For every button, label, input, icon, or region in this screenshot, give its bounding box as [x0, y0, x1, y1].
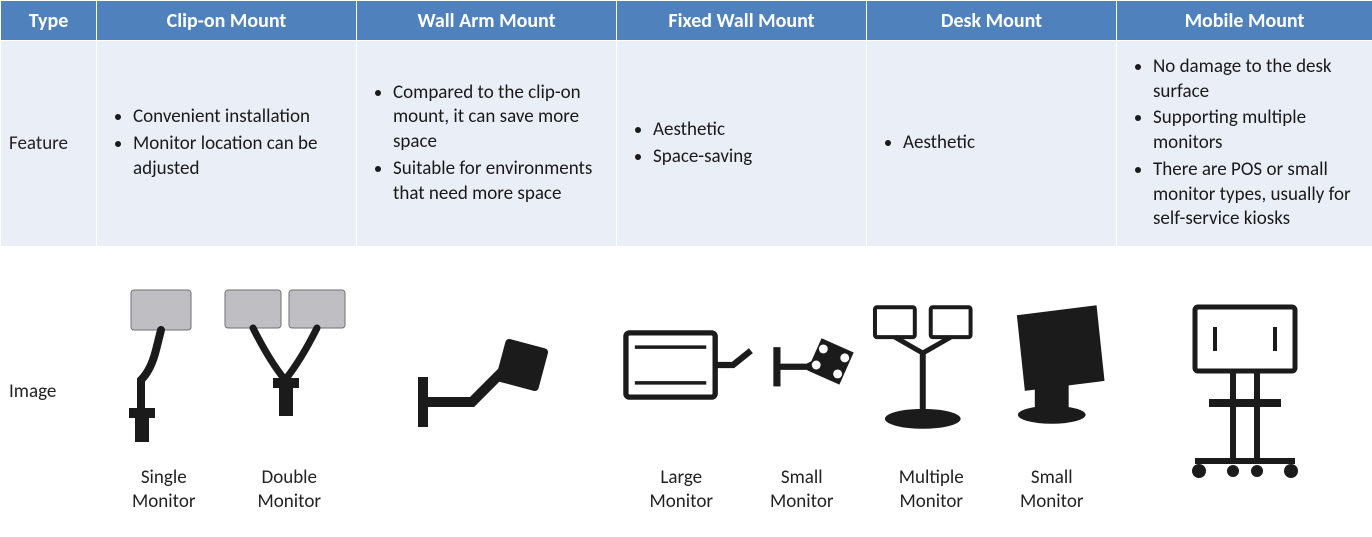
image-row: Image SingleMonitorDoubleMonitor LargeMo… [1, 247, 1372, 537]
clip-single-icon [101, 280, 211, 450]
image-caption: MultipleMonitor [871, 466, 992, 514]
feature-bullet: Aesthetic [903, 131, 1102, 156]
image-row-label: Image [1, 247, 97, 537]
feature-bullet: Suitable for environments that need more… [393, 157, 602, 206]
image-caption: SmallMonitor [992, 466, 1113, 514]
desk-multi-icon [867, 295, 979, 435]
feature-cell-1: Compared to the clip-on mount, it can sa… [357, 41, 617, 247]
mount-comparison-table: Type Clip-on Mount Wall Arm Mount Fixed … [0, 0, 1372, 537]
header-col-2: Fixed Wall Mount [617, 1, 867, 41]
header-col-3: Desk Mount [867, 1, 1117, 41]
feature-bullet: Compared to the clip-on mount, it can sa… [393, 81, 602, 155]
header-type: Type [1, 1, 97, 41]
image-cell-0: SingleMonitorDoubleMonitor [97, 247, 357, 537]
feature-bullet: Aesthetic [653, 118, 852, 143]
image-cell-1 [357, 247, 617, 537]
feature-cell-3: Aesthetic [867, 41, 1117, 247]
image-cell-4 [1117, 247, 1372, 537]
image-caption: DoubleMonitor [227, 466, 353, 514]
feature-cell-2: AestheticSpace-saving [617, 41, 867, 247]
clip-double-icon [219, 280, 353, 450]
feature-row: Feature Convenient installationMonitor l… [1, 41, 1372, 247]
mobile-cart-icon [1165, 299, 1325, 484]
image-cell-3: MultipleMonitorSmallMonitor [867, 247, 1117, 537]
feature-bullet: Monitor location can be adjusted [133, 132, 342, 181]
fixed-small-icon [768, 305, 866, 425]
header-col-0: Clip-on Mount [97, 1, 357, 41]
image-caption: SmallMonitor [742, 466, 863, 514]
feature-bullet: Space-saving [653, 145, 852, 170]
feature-bullet: Convenient installation [133, 105, 342, 130]
image-cell-2: LargeMonitorSmallMonitor [617, 247, 867, 537]
fixed-large-icon [617, 305, 760, 425]
image-caption: LargeMonitor [621, 466, 742, 514]
feature-row-label: Feature [1, 41, 97, 247]
header-col-4: Mobile Mount [1117, 1, 1372, 41]
wall-arm-icon [412, 317, 562, 467]
feature-bullet: Supporting multiple monitors [1153, 106, 1358, 155]
feature-bullet: There are POS or small monitor types, us… [1153, 158, 1358, 232]
desk-small-icon [987, 295, 1116, 435]
feature-cell-4: No damage to the desk surfaceSupporting … [1117, 41, 1372, 247]
feature-cell-0: Convenient installationMonitor location … [97, 41, 357, 247]
feature-bullet: No damage to the desk surface [1153, 55, 1358, 104]
image-caption: SingleMonitor [101, 466, 227, 514]
header-row: Type Clip-on Mount Wall Arm Mount Fixed … [1, 1, 1372, 41]
header-col-1: Wall Arm Mount [357, 1, 617, 41]
